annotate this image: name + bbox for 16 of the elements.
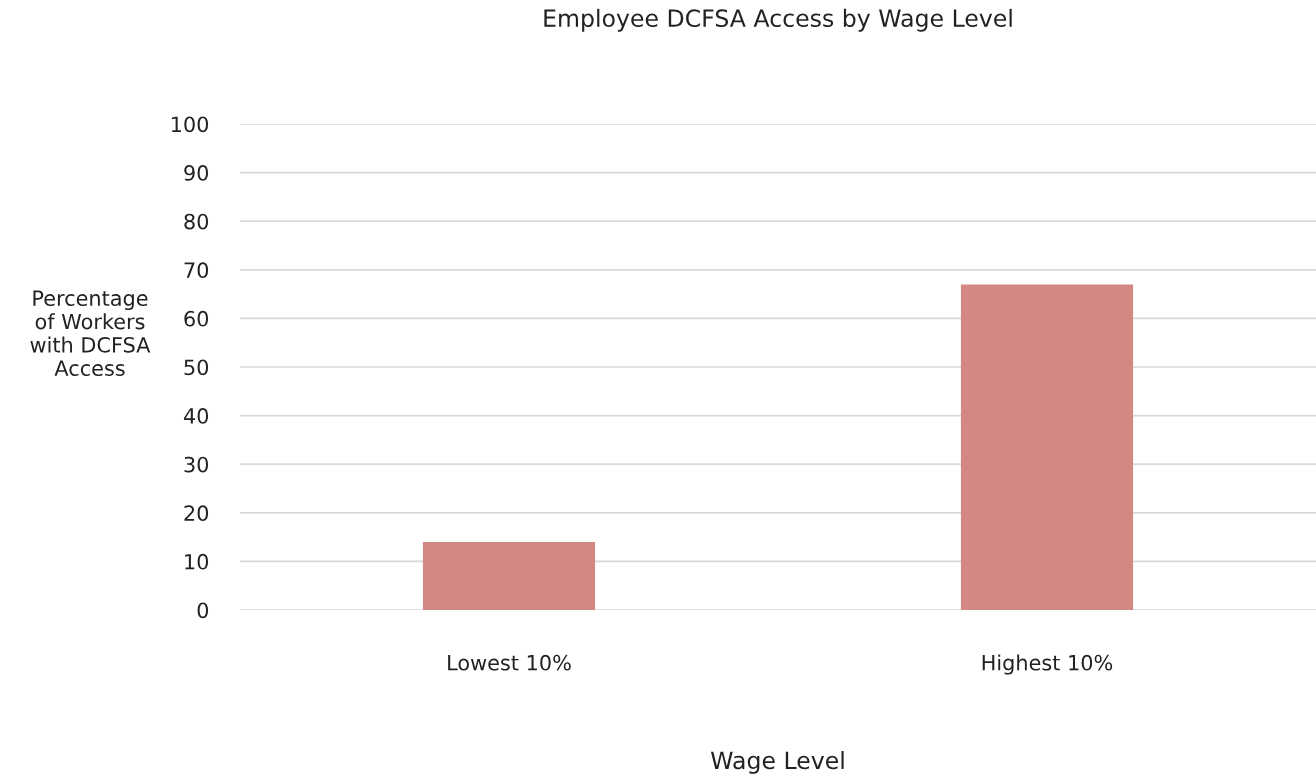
y-tick-label: 50 — [184, 359, 209, 376]
y-axis-title: Percentage of Workers with DCFSA Access — [30, 290, 151, 377]
y-tick-label: 80 — [184, 213, 209, 230]
y-tick-label: 90 — [184, 165, 209, 181]
x-tick-label: Highest 10% — [982, 654, 1113, 675]
y-tick-label: 30 — [184, 456, 209, 473]
y-tick-label: 20 — [184, 505, 209, 522]
y-tick-label: 100 — [171, 116, 209, 133]
y-tick-label: 40 — [183, 408, 209, 424]
x-tick-label: Lowest 10% — [448, 654, 571, 671]
y-tick-label: 70 — [184, 262, 209, 279]
x-axis-title: Wage Level — [710, 751, 844, 774]
y-tick-label: 60 — [184, 310, 209, 327]
y-tick-label: 0 — [197, 602, 209, 619]
chart-title: Employee DCFSA Access by Wage Level — [544, 8, 1012, 32]
y-tick-label: 10 — [185, 553, 209, 570]
